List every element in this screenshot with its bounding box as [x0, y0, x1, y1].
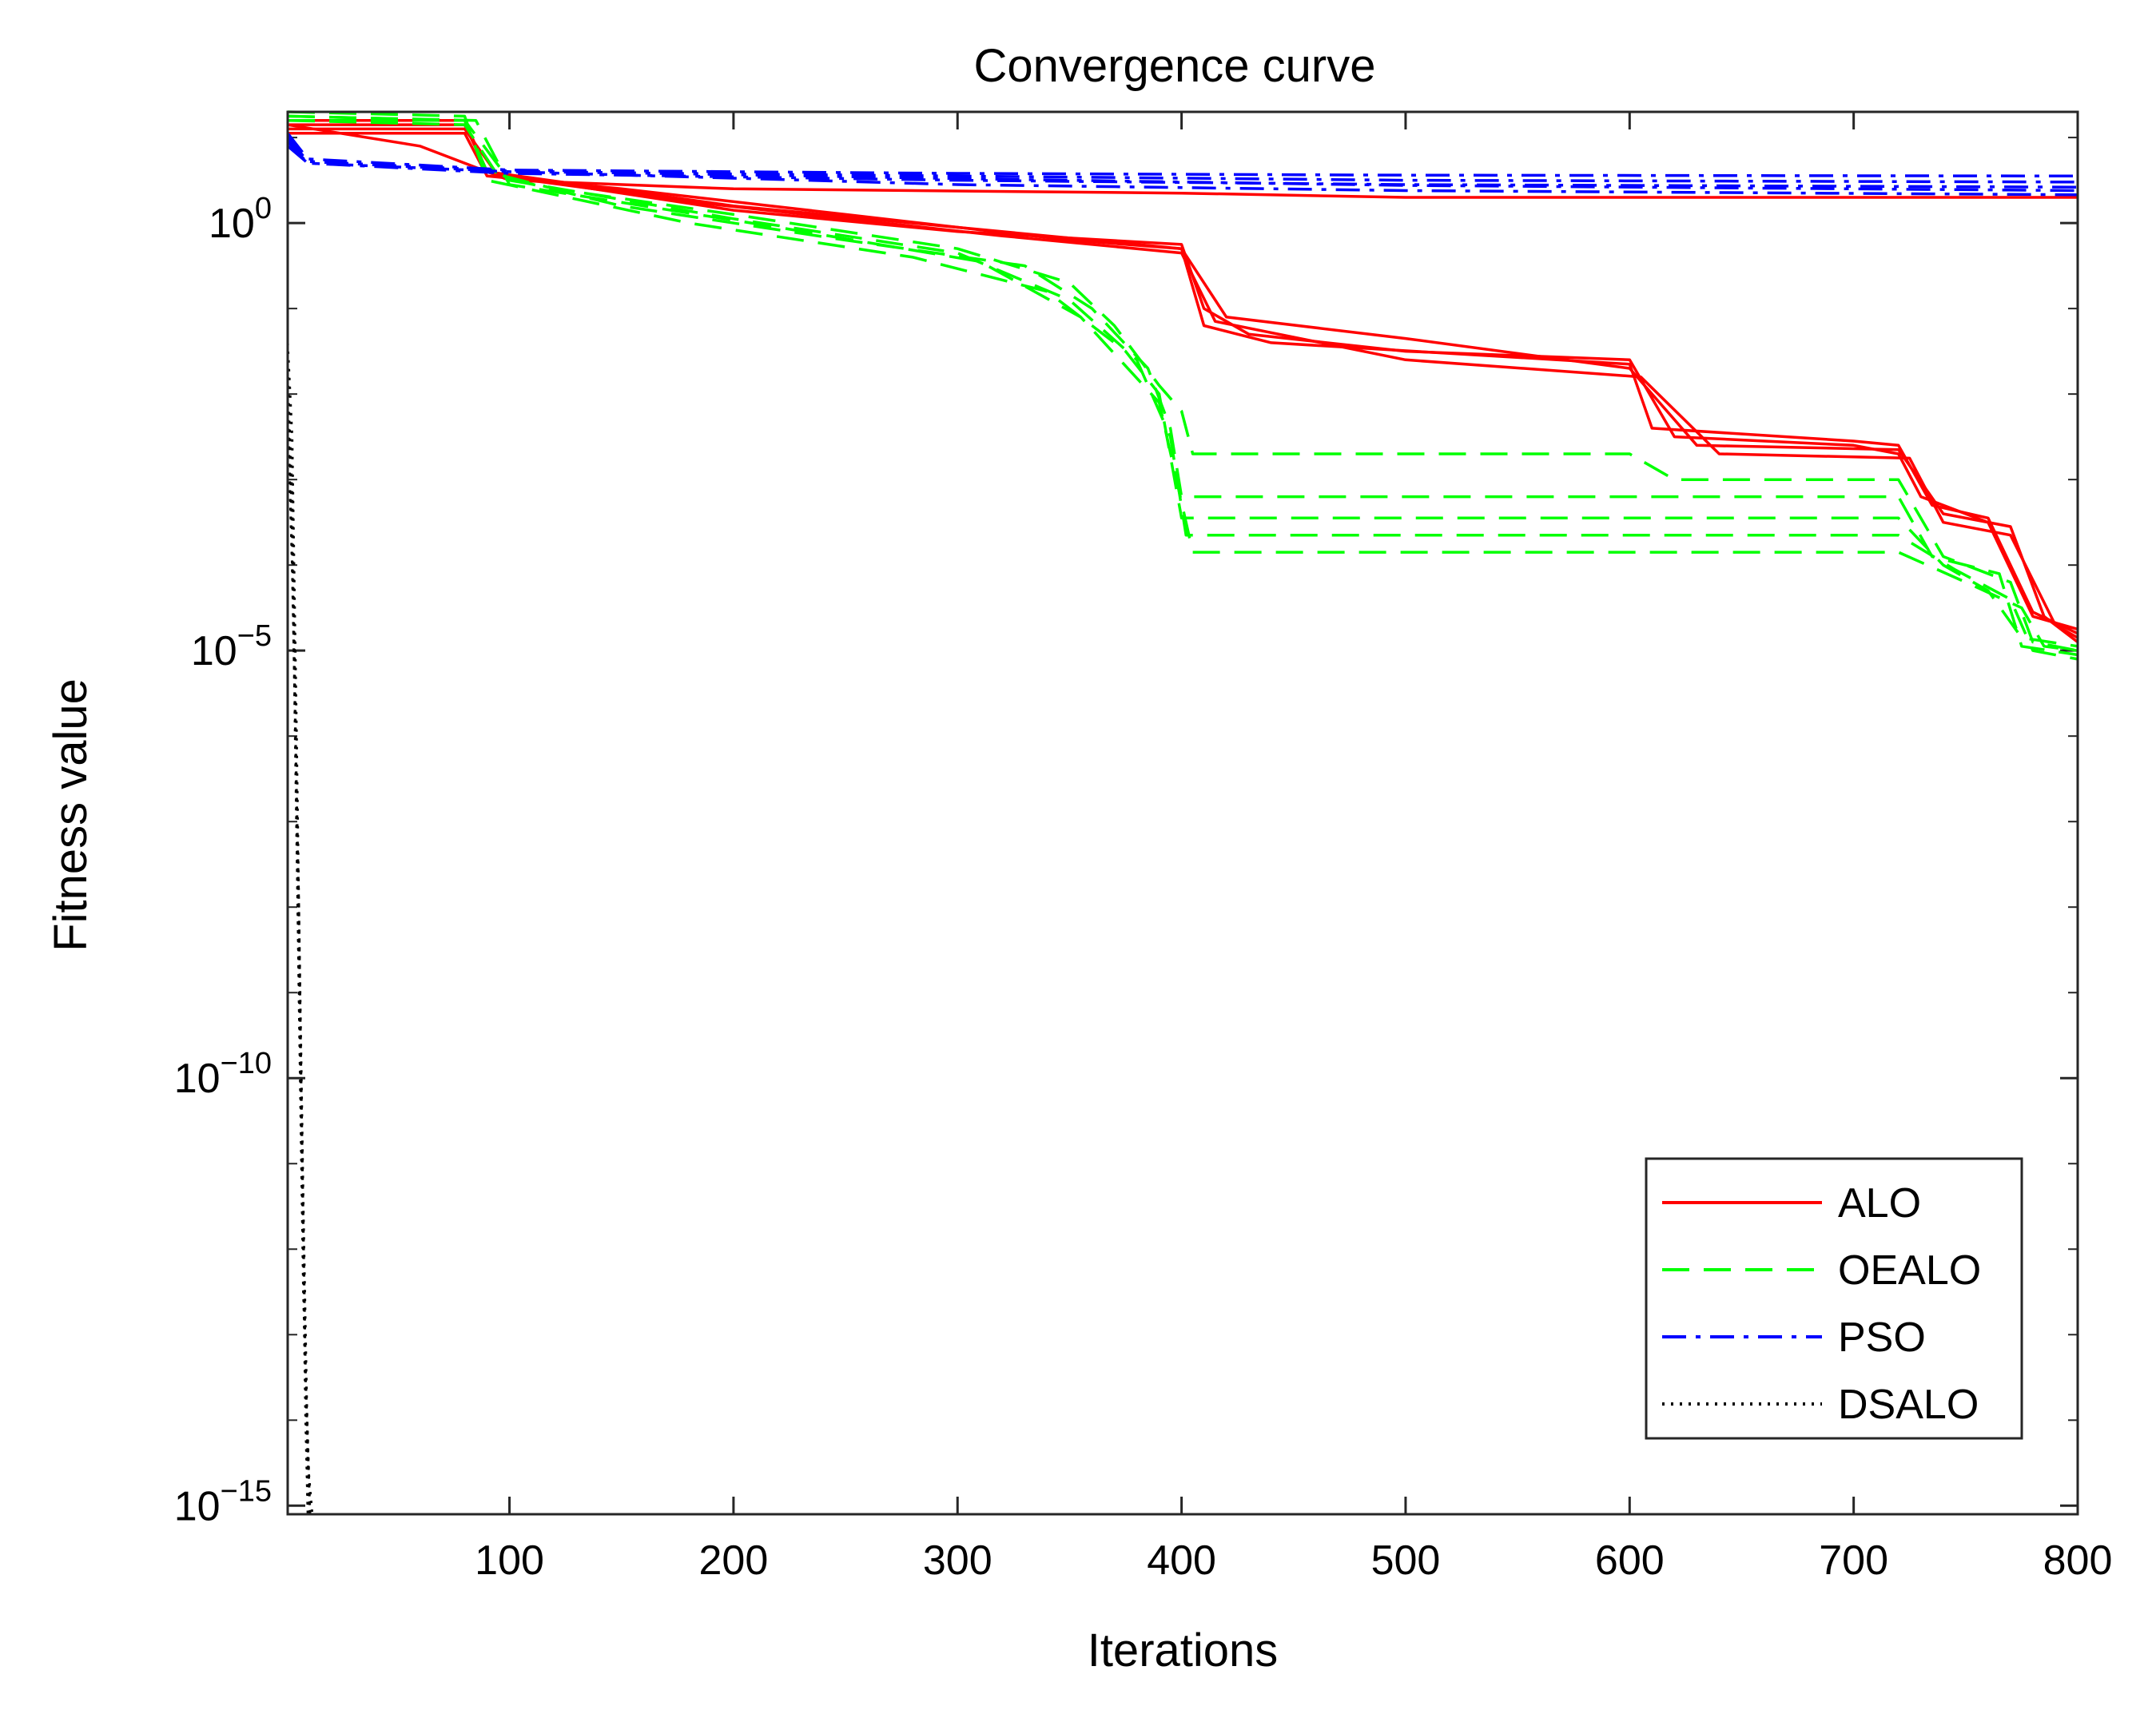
- x-tick-label: 400: [1147, 1537, 1216, 1584]
- series-line-dsalo: [286, 394, 312, 1515]
- plot-frame: [286, 110, 2079, 1516]
- x-tick-label: 500: [1371, 1537, 1441, 1584]
- legend-label-dsalo: DSALO: [1838, 1382, 1979, 1428]
- series-line-dsalo: [286, 360, 312, 1515]
- y-axis-label: Fitness value: [45, 678, 97, 952]
- series-line-pso: [286, 145, 2078, 197]
- legend: ALO OEALO PSO DSALO: [1645, 1157, 2023, 1440]
- legend-label-oealo: OEALO: [1838, 1247, 1981, 1294]
- legend-label-alo: ALO: [1838, 1180, 1921, 1227]
- y-tick-labels: 100 10−5 10−10 10−15: [174, 192, 272, 1529]
- series-line-oealo: [287, 110, 2078, 648]
- x-axis-label: Iterations: [1088, 1625, 1279, 1676]
- series-line-dsalo: [286, 342, 312, 1515]
- y-tick-label: 10−10: [174, 1047, 272, 1102]
- series-lines-group: [286, 110, 2079, 1515]
- series-line-oealo: [287, 114, 2078, 652]
- x-tick-label: 800: [2043, 1537, 2113, 1584]
- series-line-oealo: [287, 114, 2078, 652]
- y-tick-label: 10−15: [174, 1474, 272, 1529]
- x-tick-label: 100: [475, 1537, 544, 1584]
- y-tick-label: 100: [209, 192, 272, 247]
- x-tick-label: 700: [1819, 1537, 1888, 1584]
- x-tick-label: 200: [699, 1537, 769, 1584]
- legend-box: [1645, 1157, 2023, 1440]
- x-tick-labels: 100 200 300 400 500 600 700 800: [475, 1537, 2112, 1584]
- series-line-alo: [288, 118, 2078, 635]
- series-line-alo: [288, 127, 2078, 639]
- legend-label-pso: PSO: [1838, 1314, 1926, 1361]
- series-line-alo: [287, 123, 2078, 199]
- x-tick-label: 600: [1595, 1537, 1665, 1584]
- x-tick-label: 300: [923, 1537, 992, 1584]
- chart-title: Convergence curve: [974, 40, 1376, 92]
- y-tick-label: 10−5: [191, 619, 272, 674]
